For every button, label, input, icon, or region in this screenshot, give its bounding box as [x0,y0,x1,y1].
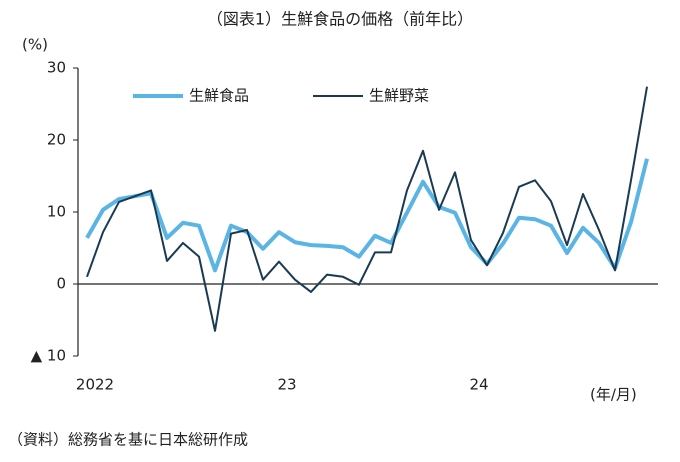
legend-label: 生鮮野菜 [369,87,429,105]
x-tick-label: 2022 [76,376,114,394]
y-axis-label: (%) [22,36,48,54]
y-tick-label: 10 [47,203,66,221]
y-tick-label: ▲ 10 [31,347,66,365]
y-tick-label: 30 [47,59,66,77]
x-tick-label: 23 [277,376,296,394]
y-tick-label: 0 [56,275,66,293]
legend-label: 生鮮食品 [189,87,249,105]
chart-title: （図表1）生鮮食品の価格（前年比） [207,10,473,29]
y-tick-label: 20 [47,131,66,149]
data-line [86,86,648,332]
x-tick-label: 24 [469,376,488,394]
source-note: （資料）総務省を基に日本総研作成 [8,431,248,449]
x-axis-label: (年/月) [590,386,637,404]
data-line [85,158,649,273]
